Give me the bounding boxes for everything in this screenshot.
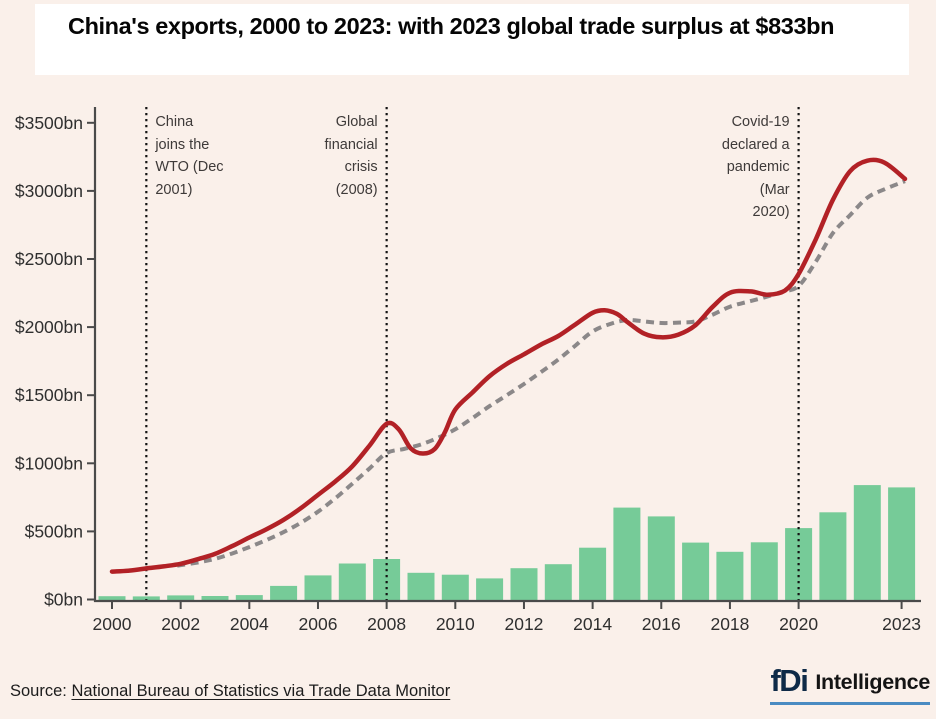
bar-2022 <box>853 485 881 600</box>
bar-2018 <box>716 551 744 600</box>
x-tick-label-2006: 2006 <box>299 614 338 634</box>
x-tick-label-2016: 2016 <box>642 614 681 634</box>
bar-2005 <box>270 585 298 600</box>
event-annotation-wto: China joins the WTO (Dec 2001) <box>155 114 224 198</box>
bar-2009 <box>407 572 435 600</box>
exports-chart: $0bn $500bn $1000bn $1500bn $2000bn $2500bn $3… <box>15 107 921 634</box>
bar-2011 <box>476 578 504 600</box>
logo-fdi-text: fDi <box>770 663 808 698</box>
y-tick-label-2500: $2500bn <box>15 249 83 269</box>
chart-title: China's exports, 2000 to 2023: with 2023… <box>68 13 835 39</box>
bar-2012 <box>510 568 538 600</box>
bar-2016 <box>647 516 675 600</box>
bar-2019 <box>750 542 778 600</box>
bar-2023 <box>888 487 916 600</box>
red-exports-line <box>109 157 908 574</box>
source-prefix: Source: <box>10 682 72 700</box>
event-annotation-covid: Covid-19 declared a pandemic (Mar 2020) <box>721 114 790 220</box>
bar-2013 <box>544 564 572 600</box>
bar-2001 <box>132 596 160 600</box>
gray-dashed-line <box>176 179 906 568</box>
x-tick-label-2008: 2008 <box>367 614 406 634</box>
title-band: China's exports, 2000 to 2023: with 2023… <box>35 4 909 75</box>
bar-2000 <box>98 596 126 600</box>
x-tick-label-2023: 2023 <box>882 614 921 634</box>
y-tick-label-3000: $3000bn <box>15 181 83 201</box>
source-row: Source: National Bureau of Statistics vi… <box>10 682 450 701</box>
y-tick-label-1500: $1500bn <box>15 385 83 405</box>
x-tick-label-2018: 2018 <box>710 614 749 634</box>
bar-2021 <box>819 512 847 600</box>
x-tick-label-2004: 2004 <box>230 614 269 634</box>
y-tick-label-2000: $2000bn <box>15 317 83 337</box>
axes <box>93 107 921 603</box>
logo-underline: fDi Intelligence <box>770 663 930 705</box>
bar-2015 <box>613 507 641 600</box>
x-tick-label-2020: 2020 <box>779 614 818 634</box>
bar-2003 <box>201 596 229 600</box>
event-annotation-gfc: Global financial crisis (2008) <box>324 114 378 198</box>
fdi-intelligence-logo: fDi Intelligence <box>770 663 930 705</box>
x-tick-label-2014: 2014 <box>573 614 612 634</box>
x-tick-label-2002: 2002 <box>161 614 200 634</box>
x-tick-label-2010: 2010 <box>436 614 475 634</box>
logo-intelligence-text: Intelligence <box>815 670 930 694</box>
bar-2006 <box>304 575 332 600</box>
bar-2014 <box>579 547 607 600</box>
x-tick-label-2000: 2000 <box>93 614 132 634</box>
y-tick-label-3500: $3500bn <box>15 113 83 133</box>
bar-2002 <box>167 595 195 600</box>
y-tick-label-0: $0bn <box>44 590 83 610</box>
source-link[interactable]: National Bureau of Statistics via Trade … <box>71 682 451 700</box>
bar-2007 <box>338 563 366 600</box>
x-tick-label-2012: 2012 <box>504 614 543 634</box>
y-tick-label-500: $500bn <box>25 521 83 541</box>
bar-2004 <box>235 595 263 600</box>
bar-2017 <box>682 542 710 600</box>
y-tick-label-1000: $1000bn <box>15 453 83 473</box>
bar-2010 <box>441 574 469 600</box>
